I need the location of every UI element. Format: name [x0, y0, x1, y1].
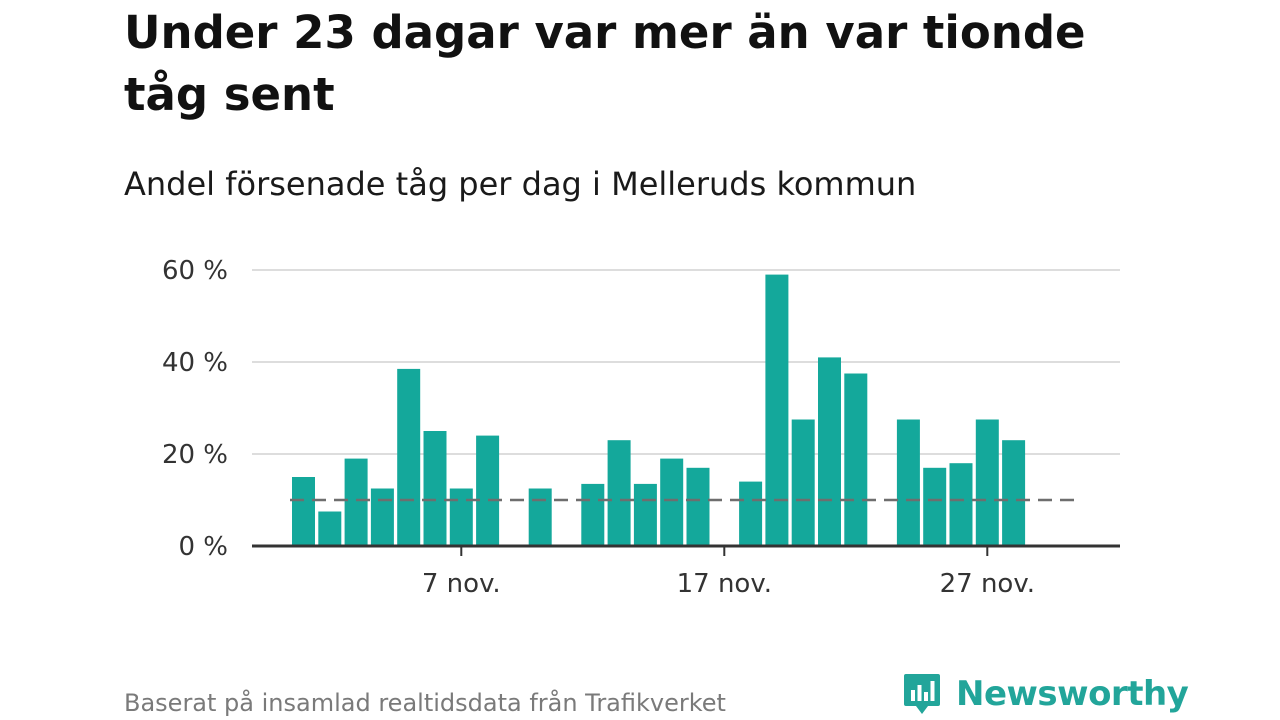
x-tick-label: 7 nov.: [422, 569, 501, 599]
bar: [292, 477, 315, 546]
x-tick-label: 27 nov.: [940, 569, 1035, 599]
y-tick-label: 60 %: [162, 256, 228, 286]
axes: [252, 544, 1120, 556]
newsworthy-chart-logo-icon: [904, 674, 940, 714]
chart-subtitle: Andel försenade tåg per dag i Melleruds …: [124, 165, 917, 203]
bar: [791, 419, 815, 546]
bar: [449, 488, 473, 546]
bar: [1002, 440, 1026, 546]
x-tick-label: 17 nov.: [677, 569, 772, 599]
bar: [660, 458, 684, 546]
bar: [923, 467, 947, 546]
bar: [581, 483, 605, 546]
bar-chart: 0 % 20 % 40 % 60 % 7 nov. 17 nov. 27 nov.: [162, 256, 1120, 599]
bar: [528, 488, 552, 546]
bar: [975, 419, 999, 546]
bar: [633, 483, 657, 546]
brand-name: Newsworthy: [956, 674, 1189, 714]
bar: [476, 435, 500, 546]
grid-lines: [252, 269, 1120, 455]
y-tick-label: 0 %: [178, 532, 228, 562]
bar: [344, 458, 368, 546]
y-tick-label: 40 %: [162, 348, 228, 378]
bar: [844, 373, 868, 546]
bar: [607, 440, 631, 546]
brand-logo: Newsworthy: [902, 670, 1189, 718]
tick-labels: 0 % 20 % 40 % 60 % 7 nov. 17 nov. 27 nov.: [162, 256, 1035, 599]
bars: [292, 274, 1026, 546]
chart-title: Under 23 dagar var mer än var tionde tåg…: [124, 6, 1086, 121]
source-note: Baserat på insamlad realtidsdata från Tr…: [124, 689, 726, 717]
bar: [318, 511, 342, 546]
bar: [397, 368, 421, 546]
bar: [423, 431, 447, 546]
bar: [370, 488, 394, 546]
bar: [896, 419, 920, 546]
bar: [949, 463, 973, 546]
bar: [765, 274, 789, 546]
y-tick-label: 20 %: [162, 440, 228, 470]
bar: [739, 481, 763, 546]
bar: [686, 467, 710, 546]
bar: [818, 357, 841, 546]
